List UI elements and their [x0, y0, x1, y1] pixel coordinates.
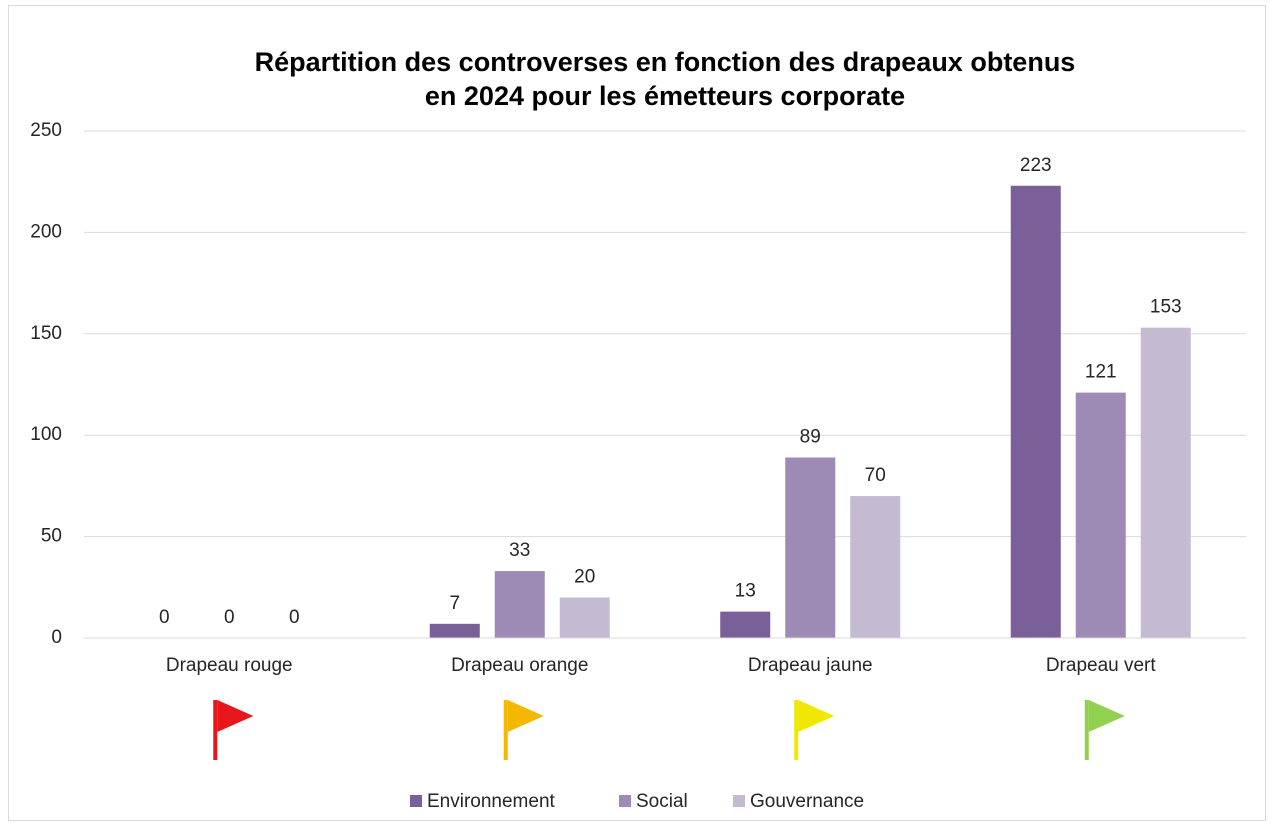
flag-pole — [213, 700, 218, 760]
bar — [559, 597, 610, 638]
bar — [785, 457, 836, 638]
flag — [507, 700, 544, 732]
x-tick-label: Drapeau orange — [451, 655, 588, 676]
data-label: 33 — [509, 540, 530, 561]
flag-pole — [503, 700, 508, 760]
chart-title: Répartition des controverses en fonction… — [255, 47, 1076, 77]
y-tick-label: 200 — [30, 221, 62, 242]
data-label: 0 — [289, 607, 300, 628]
data-label: 13 — [735, 581, 756, 602]
flag-pole — [1084, 700, 1089, 760]
bar — [494, 571, 545, 638]
legend-swatch — [733, 795, 745, 807]
data-label: 0 — [224, 607, 235, 628]
x-tick-label: Drapeau jaune — [748, 655, 873, 676]
y-tick-label: 50 — [41, 526, 62, 547]
legend-label: Environnement — [427, 791, 556, 812]
legend-swatch — [410, 795, 422, 807]
data-label: 121 — [1085, 362, 1117, 383]
bar — [720, 611, 771, 638]
chart-title: en 2024 pour les émetteurs corporate — [425, 81, 905, 111]
flag — [798, 700, 835, 732]
y-tick-label: 0 — [51, 627, 62, 648]
flag-pole — [794, 700, 799, 760]
data-label: 0 — [159, 607, 170, 628]
y-tick-label: 100 — [30, 424, 62, 445]
data-label: 89 — [800, 427, 821, 448]
y-tick-label: 150 — [30, 323, 62, 344]
data-label: 223 — [1020, 155, 1052, 176]
bar — [429, 623, 480, 638]
bar — [1010, 185, 1061, 639]
legend-swatch — [619, 795, 631, 807]
flag — [217, 700, 254, 732]
x-tick-label: Drapeau vert — [1046, 655, 1157, 676]
data-label: 7 — [449, 593, 460, 614]
data-label: 20 — [574, 566, 595, 587]
x-tick-label: Drapeau rouge — [166, 655, 293, 676]
bar — [850, 496, 901, 638]
bar — [1075, 392, 1126, 638]
legend-label: Social — [636, 791, 688, 812]
data-label: 70 — [865, 465, 886, 486]
y-tick-label: 250 — [30, 120, 62, 141]
bar — [1140, 327, 1191, 638]
flag — [1088, 700, 1125, 732]
legend-label: Gouvernance — [750, 791, 864, 812]
data-label: 153 — [1150, 297, 1182, 318]
